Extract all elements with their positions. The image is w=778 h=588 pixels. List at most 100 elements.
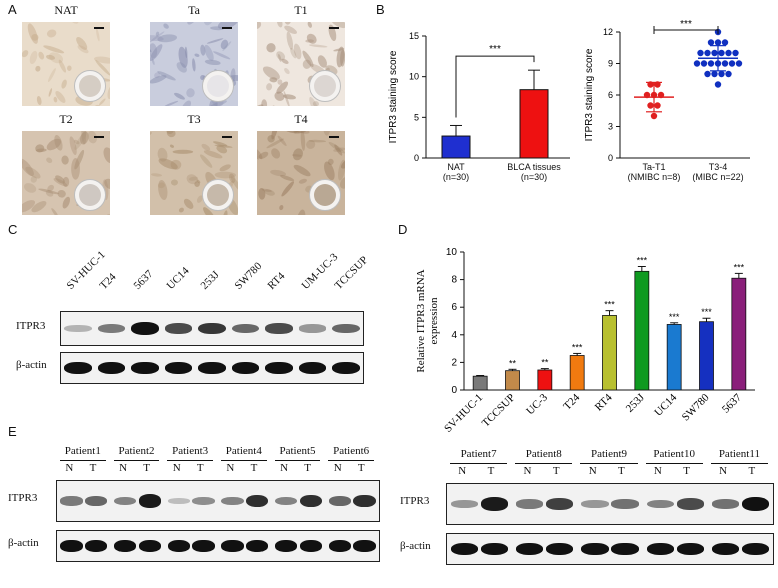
- normal-lane-label: N: [226, 462, 235, 474]
- row-label: ITPR3: [16, 319, 46, 332]
- tissue-fragment: [203, 207, 216, 215]
- blot-band: [299, 540, 323, 552]
- tumor-lane-label: T: [748, 465, 756, 477]
- tissue-fragment: [340, 49, 345, 67]
- blot-band: [167, 540, 191, 552]
- tissue-fragment: [27, 23, 38, 44]
- tissue-fragment: [158, 180, 168, 201]
- row-label-actin: β-actin: [400, 540, 431, 552]
- blot-band: [245, 540, 269, 552]
- blot-band: [231, 323, 260, 334]
- tissue-fragment: [25, 166, 41, 179]
- tissue-fragment: [150, 43, 158, 59]
- tissue-fragment: [328, 142, 345, 154]
- tissue-fragment: [330, 22, 345, 29]
- tissue-fragment: [158, 158, 178, 170]
- blot-band: [646, 543, 674, 555]
- data-point: [704, 49, 711, 57]
- patient-label: Patient11: [718, 448, 760, 460]
- tumor-lane-label: T: [304, 462, 311, 474]
- tissue-fragment: [150, 75, 167, 84]
- tissue-fragment: [296, 209, 306, 215]
- tissue-fragment: [204, 59, 221, 66]
- blot-band: [328, 496, 352, 506]
- tissue-fragment: [181, 100, 192, 106]
- data-point: [650, 112, 658, 120]
- tissue-fragment: [261, 188, 272, 192]
- tissue-fragment: [283, 22, 292, 25]
- panel-b-letter: B: [376, 2, 385, 17]
- tissue-fragment: [188, 176, 199, 181]
- ihc-label: Ta: [188, 3, 200, 17]
- tissue-fragment: [266, 43, 276, 53]
- blot-band: [711, 543, 740, 555]
- data-point: [721, 39, 729, 46]
- tissue-fragment: [69, 136, 77, 156]
- patient-label: Patient1: [64, 445, 101, 457]
- data-point: [700, 60, 708, 67]
- tissue-fragment: [163, 23, 169, 29]
- data-point: [711, 49, 718, 57]
- tissue-fragment: [293, 43, 302, 60]
- blot-band: [138, 540, 162, 552]
- blot-band: [192, 496, 215, 506]
- tissue-fragment: [271, 148, 281, 159]
- blot-band: [138, 494, 162, 508]
- x-tick-label: T24: [561, 391, 582, 412]
- scale-bar: [222, 27, 232, 29]
- bar: [602, 315, 617, 391]
- tissue-fragment: [174, 92, 185, 100]
- blot-band: [221, 540, 244, 552]
- blot-band: [676, 498, 704, 510]
- tissue-fragment: [281, 181, 295, 197]
- row-label: β-actin: [16, 359, 47, 371]
- ihc-label: T2: [59, 112, 73, 126]
- tissue-fragment: [104, 214, 110, 215]
- tissue-fragment: [36, 95, 42, 106]
- tissue-fragment: [94, 56, 110, 64]
- blot-band: [198, 322, 226, 335]
- bar: [634, 270, 650, 391]
- data-point: [654, 102, 661, 109]
- data-point: [704, 70, 711, 78]
- tissue-fragment: [96, 28, 100, 42]
- blot-band: [198, 362, 226, 374]
- y-tick-label: 5: [414, 112, 419, 122]
- tissue-fragment: [292, 148, 303, 161]
- tissue-fragment: [196, 179, 201, 184]
- tissue-fragment: [187, 22, 200, 25]
- data-point: [693, 60, 701, 67]
- tissue-fragment: [151, 58, 155, 66]
- blot-band: [353, 540, 376, 552]
- tissue-fragment: [103, 147, 110, 164]
- patient-underline: [450, 463, 508, 464]
- blot-band: [450, 543, 479, 555]
- tissue-fragment: [333, 147, 345, 152]
- tissue-fragment: [334, 144, 343, 156]
- tissue-fragment: [150, 31, 165, 43]
- y-tick-label: 2: [451, 357, 457, 368]
- blot-band: [516, 499, 544, 509]
- tissue-fragment: [53, 96, 58, 103]
- tissue-fragment: [48, 88, 53, 97]
- tissue-fragment: [74, 149, 85, 170]
- x-tick-label: 5637: [720, 391, 744, 415]
- ihc-image: [22, 131, 110, 215]
- blot-band: [546, 498, 574, 510]
- data-point: [714, 39, 722, 46]
- x-tick-label: 253J: [624, 391, 648, 415]
- tissue-fragment: [24, 183, 37, 193]
- tumor-lane-label: T: [143, 462, 150, 474]
- tissue-fragment: [306, 33, 317, 44]
- tissue-fragment: [184, 46, 188, 59]
- blot-band: [353, 494, 376, 508]
- tissue-fragment: [204, 44, 214, 62]
- tissue-fragment: [288, 131, 300, 133]
- bar: [441, 135, 471, 159]
- panel-c-letter: C: [8, 222, 18, 237]
- normal-lane-label: N: [172, 462, 181, 474]
- tissue-fragment: [281, 58, 289, 64]
- x-tick-label: NAT (n=30): [443, 162, 469, 182]
- tissue-fragment: [61, 79, 67, 89]
- tumor-lane-label: T: [683, 465, 690, 477]
